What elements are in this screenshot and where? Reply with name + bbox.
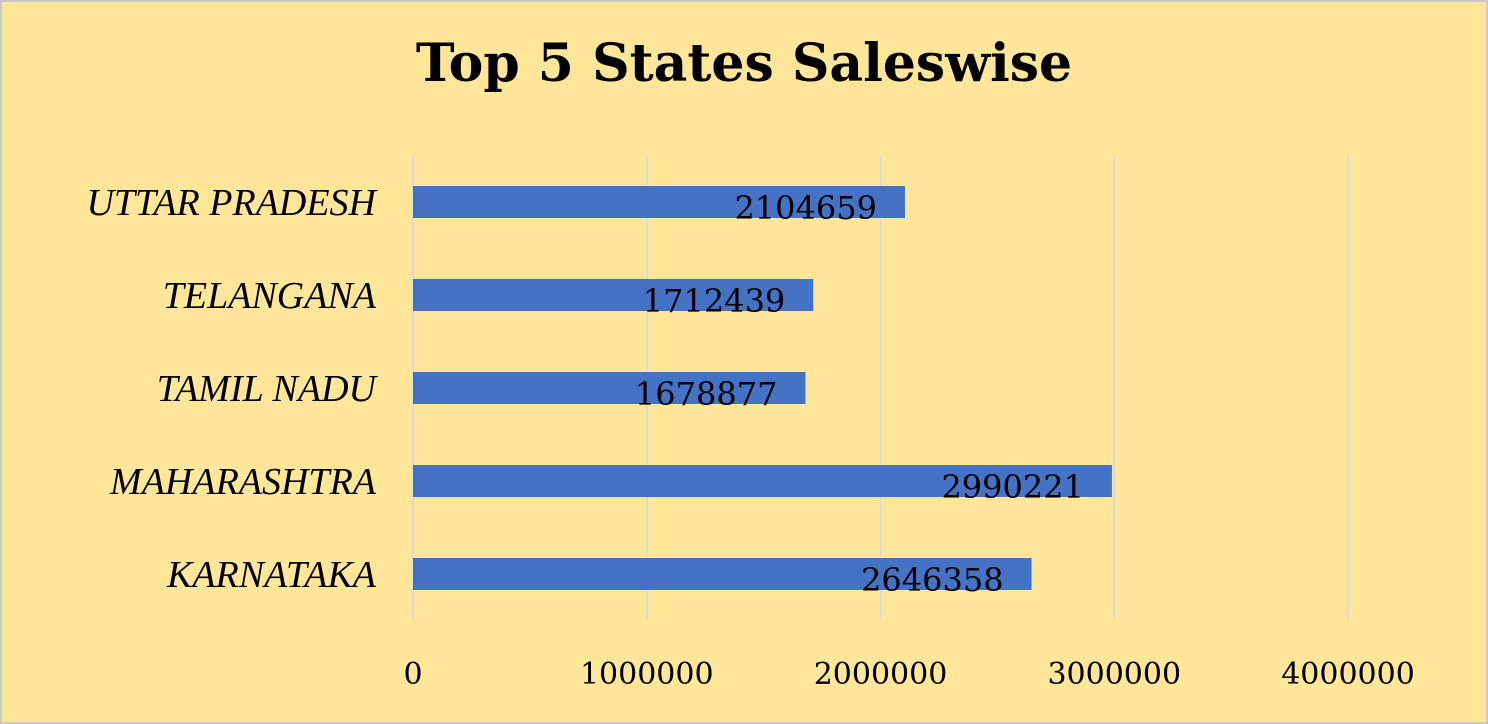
data-label-4: 2646358 [861, 561, 1004, 599]
bar-2 [413, 372, 806, 404]
x-tick-label-2: 2000000 [814, 657, 948, 692]
bar-3 [413, 465, 1112, 497]
label-layer: 0 1000000 2000000 3000000 4000000 UTTAR PRADE… [86, 182, 1414, 692]
data-label-3: 2990221 [941, 468, 1084, 506]
data-label-2: 1678877 [635, 375, 778, 413]
x-tick-label-4: 4000000 [1281, 657, 1415, 692]
category-label-2: TAMIL NADU [157, 368, 379, 410]
bar-layer [413, 186, 1112, 590]
x-tick-label-0: 0 [403, 657, 422, 692]
data-label-1: 1712439 [643, 282, 786, 320]
chart-title: Top 5 States Saleswise [415, 33, 1073, 94]
bar-0 [413, 186, 905, 218]
x-tick-label-3: 3000000 [1047, 657, 1181, 692]
category-label-0: UTTAR PRADESH [86, 182, 378, 224]
category-label-3: MAHARASHTRA [109, 461, 377, 503]
x-tick-label-1: 1000000 [580, 657, 714, 692]
data-label-0: 2104659 [734, 189, 877, 227]
bar-1 [413, 279, 814, 311]
category-label-1: TELANGANA [163, 275, 377, 317]
category-label-4: KARNATAKA [166, 554, 377, 596]
bar-4 [413, 558, 1032, 590]
